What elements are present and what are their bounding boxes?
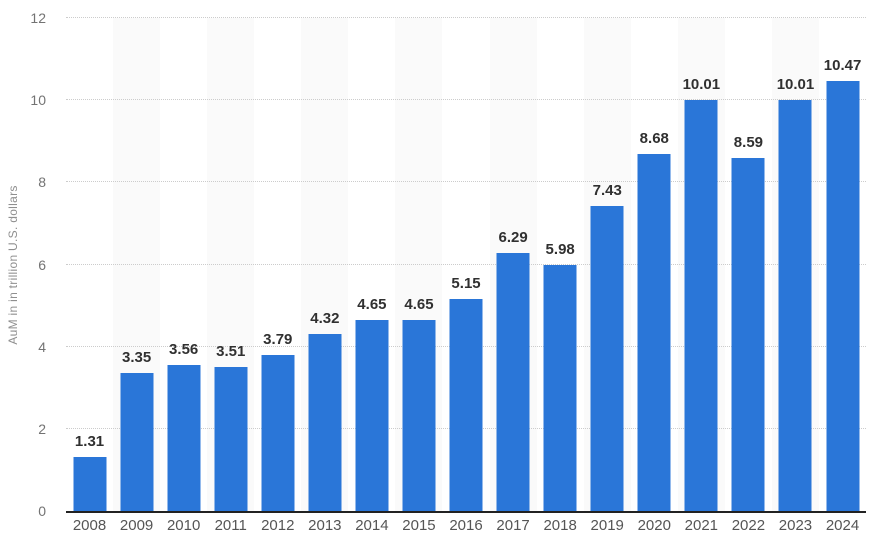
gridline xyxy=(66,99,866,101)
bar-column-2014: 4.65 xyxy=(348,18,395,511)
bar-2019[interactable] xyxy=(590,205,624,511)
bar-column-2010: 3.56 xyxy=(160,18,207,511)
bar-2020[interactable] xyxy=(637,154,671,511)
x-tick-label: 2019 xyxy=(590,517,624,534)
value-label: 3.79 xyxy=(263,331,293,349)
x-tick-label: 2024 xyxy=(825,517,860,534)
bar-2024[interactable] xyxy=(826,80,860,511)
gridline xyxy=(66,263,866,265)
bar-2014[interactable] xyxy=(355,319,389,511)
value-label: 3.56 xyxy=(169,340,199,358)
x-tick-label: 2008 xyxy=(72,517,107,534)
bar-column-2013: 4.32 xyxy=(301,18,348,511)
x-tick-label: 2017 xyxy=(496,517,530,534)
x-tick-label: 2023 xyxy=(778,517,813,534)
x-tick-label: 2012 xyxy=(261,517,295,534)
gridline xyxy=(66,17,866,18)
x-tick-label: 2016 xyxy=(449,517,483,534)
bar-column-2008: 1.31 xyxy=(66,18,113,511)
bar-column-2016: 5.15 xyxy=(443,18,490,511)
bar-2018[interactable] xyxy=(543,265,577,511)
bar-column-2015: 4.65 xyxy=(395,18,442,511)
y-tick-label: 2 xyxy=(38,420,46,437)
y-tick-label: 8 xyxy=(38,174,46,191)
gridline xyxy=(66,181,866,183)
bar-column-2021: 10.01 xyxy=(678,18,725,511)
bar-2015[interactable] xyxy=(402,319,436,511)
bar-2021[interactable] xyxy=(684,99,718,511)
value-label: 5.15 xyxy=(451,275,481,293)
bar-2012[interactable] xyxy=(261,355,295,511)
bar-column-2012: 3.79 xyxy=(254,18,301,511)
bar-column-2011: 3.51 xyxy=(207,18,254,511)
bar-2008[interactable] xyxy=(73,457,107,511)
bar-2022[interactable] xyxy=(731,158,765,511)
value-label: 8.59 xyxy=(733,134,764,152)
value-label: 1.31 xyxy=(74,433,105,451)
bar-2010[interactable] xyxy=(167,364,201,511)
x-axis-labels: 2008 2009 2010 2011 2012 2013 2014 2015 2016 2017… xyxy=(66,517,866,534)
bar-column-2019: 7.43 xyxy=(584,18,631,511)
bar-column-2017: 6.29 xyxy=(490,18,537,511)
bar-column-2018: 5.98 xyxy=(537,18,584,511)
x-tick-label: 2013 xyxy=(308,517,342,534)
bar-2023[interactable] xyxy=(778,99,812,511)
bar-columns: 1.31 3.35 3.56 3.51 3.79 4.32 4.65 4.65 5.15 6.29… xyxy=(66,18,866,511)
x-tick-label: 2021 xyxy=(684,517,719,534)
bar-2009[interactable] xyxy=(120,373,154,511)
value-label: 10.01 xyxy=(776,75,815,93)
x-tick-label: 2010 xyxy=(166,517,201,534)
bar-2016[interactable] xyxy=(449,299,483,511)
bar-column-2020: 8.68 xyxy=(631,18,678,511)
y-tick-label: 12 xyxy=(30,10,46,26)
value-label: 10.47 xyxy=(823,56,862,74)
bar-column-2024: 10.47 xyxy=(819,18,866,511)
plot-area: 1.31 3.35 3.56 3.51 3.79 4.32 4.65 4.65 5.15 6.29… xyxy=(66,17,866,513)
value-label: 8.68 xyxy=(639,130,669,148)
value-label: 6.29 xyxy=(498,228,528,246)
value-label: 3.51 xyxy=(216,342,246,360)
y-tick-label: 6 xyxy=(38,256,46,273)
x-tick-label: 2020 xyxy=(637,517,671,534)
bar-column-2009: 3.35 xyxy=(113,18,160,511)
value-label: 4.65 xyxy=(404,295,434,313)
bar-2011[interactable] xyxy=(214,366,248,511)
x-tick-label: 2015 xyxy=(402,517,436,534)
x-tick-label: 2011 xyxy=(214,517,247,534)
value-label: 10.01 xyxy=(682,75,721,93)
x-tick-label: 2009 xyxy=(119,517,154,534)
y-tick-label: 10 xyxy=(30,92,46,109)
x-tick-label: 2022 xyxy=(731,517,766,534)
x-tick-label: 2018 xyxy=(543,517,577,534)
y-tick-label: 4 xyxy=(38,338,46,355)
value-label: 4.65 xyxy=(357,295,387,313)
value-label: 5.98 xyxy=(545,241,575,259)
bar-2013[interactable] xyxy=(308,333,342,511)
value-label: 3.35 xyxy=(121,349,152,367)
bar-column-2022: 8.59 xyxy=(725,18,772,511)
value-label: 4.32 xyxy=(310,309,340,327)
bar-column-2023: 10.01 xyxy=(772,18,819,511)
y-tick-label: 0 xyxy=(38,503,46,519)
bar-2017[interactable] xyxy=(496,252,530,511)
x-tick-label: 2014 xyxy=(355,517,389,534)
value-label: 7.43 xyxy=(592,181,622,199)
